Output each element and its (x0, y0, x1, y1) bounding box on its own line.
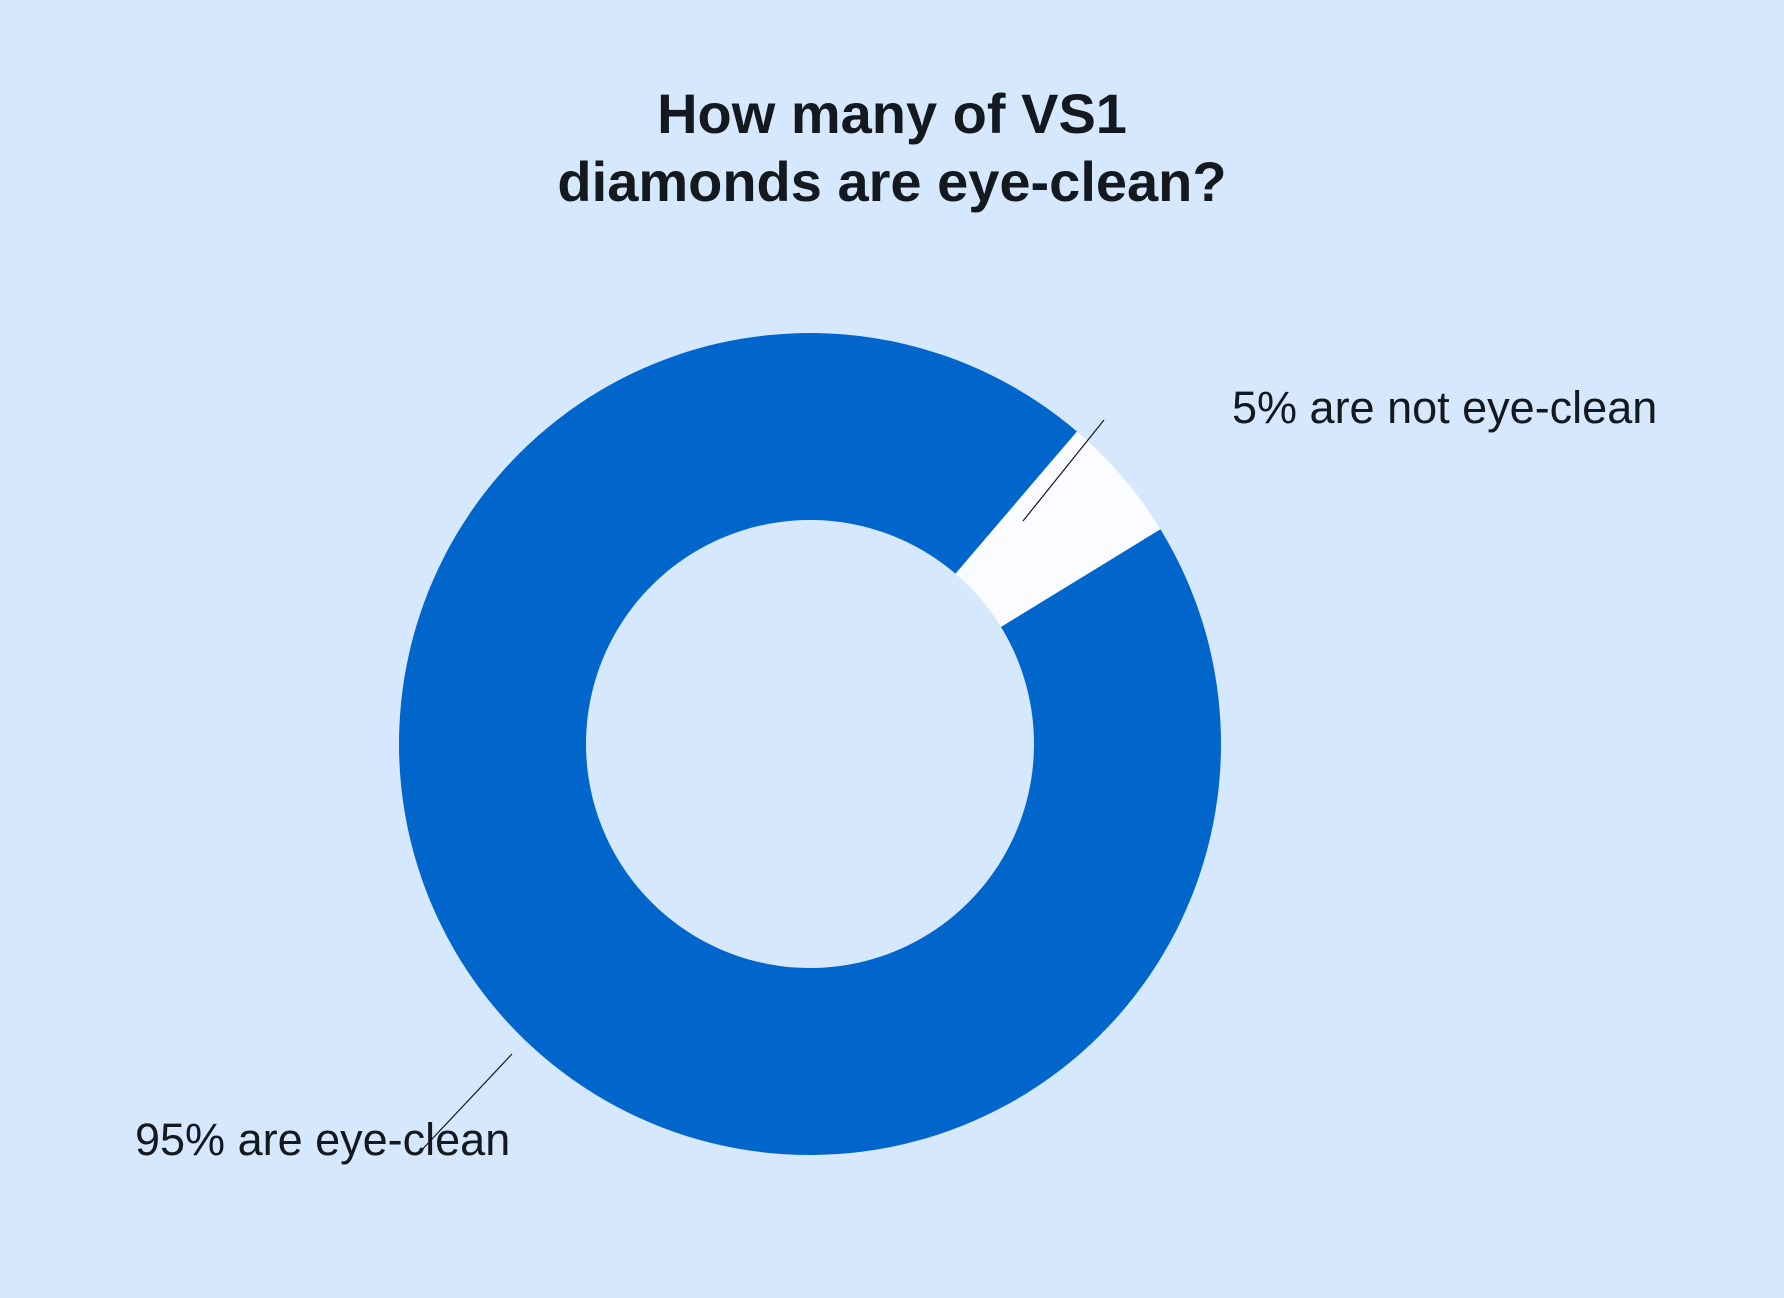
leader-line-eye-clean (416, 1053, 513, 1156)
label-eye-clean: 95% are eye-clean (135, 1114, 510, 1165)
slice-eye-clean (398, 333, 1221, 1156)
slice-not-eye-clean (955, 431, 1161, 627)
label-not-eye-clean: 5% are not eye-clean (1232, 382, 1657, 433)
title-line-1: How many of VS1 (657, 82, 1127, 145)
chart-title: How many of VS1 diamonds are eye-clean? (0, 80, 1784, 216)
title-line-2: diamonds are eye-clean? (557, 150, 1227, 213)
leader-line-not-eye-clean (1022, 419, 1105, 522)
